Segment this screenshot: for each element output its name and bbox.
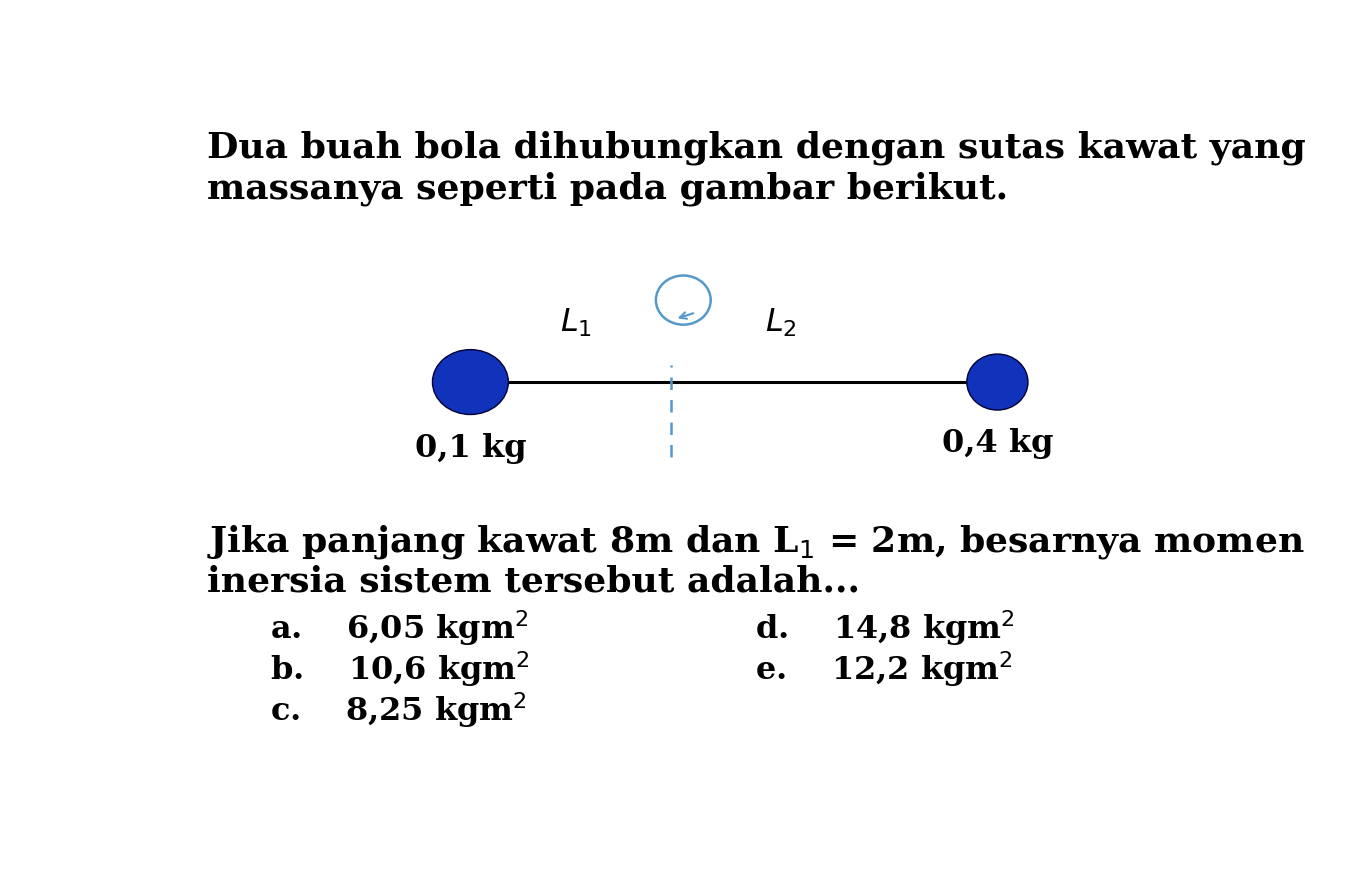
Text: $L_2$: $L_2$ — [766, 306, 797, 338]
Text: $L_1$: $L_1$ — [560, 306, 592, 338]
Text: d.    14,8 kgm$^2$: d. 14,8 kgm$^2$ — [755, 608, 1015, 648]
Text: 0,4 kg: 0,4 kg — [941, 428, 1053, 459]
Text: inersia sistem tersebut adalah...: inersia sistem tersebut adalah... — [207, 563, 860, 597]
Text: 0,1 kg: 0,1 kg — [415, 432, 526, 463]
Text: a.    6,05 kgm$^2$: a. 6,05 kgm$^2$ — [271, 608, 529, 648]
Ellipse shape — [967, 354, 1028, 410]
Text: Dua buah bola dihubungkan dengan sutas kawat yang: Dua buah bola dihubungkan dengan sutas k… — [207, 130, 1306, 165]
Text: c.    8,25 kgm$^2$: c. 8,25 kgm$^2$ — [271, 689, 528, 729]
Ellipse shape — [432, 350, 509, 415]
Text: e.    12,2 kgm$^2$: e. 12,2 kgm$^2$ — [755, 649, 1013, 688]
Text: Jika panjang kawat 8m dan L$_1$ = 2m, besarnya momen: Jika panjang kawat 8m dan L$_1$ = 2m, be… — [207, 523, 1304, 561]
Text: massanya seperti pada gambar berikut.: massanya seperti pada gambar berikut. — [207, 171, 1008, 206]
Text: b.    10,6 kgm$^2$: b. 10,6 kgm$^2$ — [271, 649, 530, 688]
